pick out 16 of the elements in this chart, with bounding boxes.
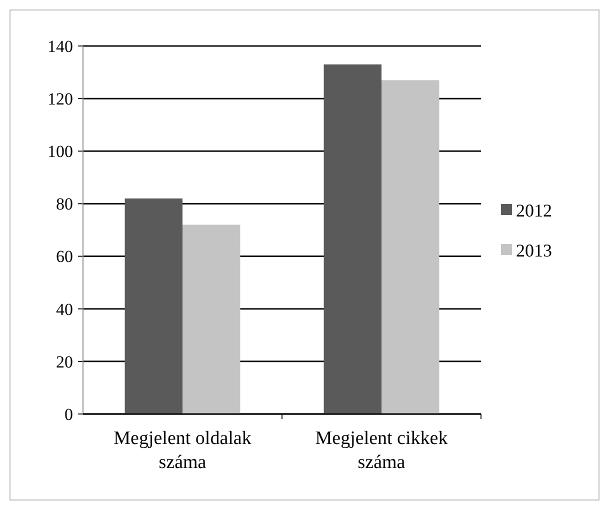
- y-tick-label: 80: [56, 194, 73, 214]
- legend-label: 2013: [516, 240, 552, 260]
- legend-label: 2012: [516, 200, 552, 220]
- bar: [124, 198, 182, 414]
- y-tick-label: 0: [64, 404, 73, 424]
- bar: [182, 224, 240, 414]
- y-tick-label: 20: [56, 352, 73, 372]
- bar: [324, 64, 382, 414]
- y-tick-label: 60: [56, 247, 73, 266]
- y-tick-label: 140: [48, 36, 73, 56]
- y-tick-label: 120: [48, 90, 73, 109]
- bar: [382, 80, 440, 414]
- x-tick-label: Megjelent cikkek száma: [315, 428, 448, 473]
- x-tick-label: Megjelent oldalak száma: [114, 428, 252, 473]
- y-tick-label: 40: [56, 300, 73, 319]
- y-tick-label: 100: [48, 142, 73, 162]
